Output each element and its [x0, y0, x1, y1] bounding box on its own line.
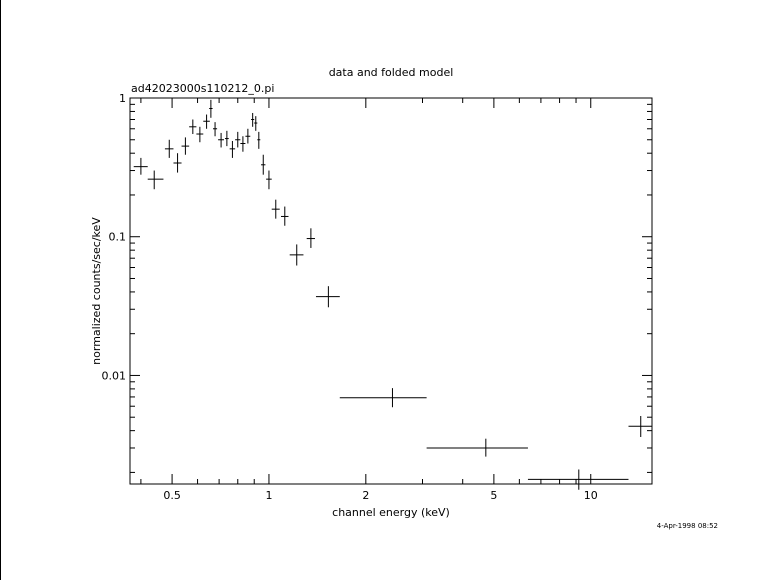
y-axis-label: normalized counts/sec/keV — [90, 217, 103, 365]
data-point — [203, 114, 210, 129]
x-tick-label: 10 — [584, 489, 598, 502]
chart-title: data and folded model — [329, 66, 454, 79]
x-tick-label: 2 — [362, 489, 369, 502]
data-point — [527, 469, 629, 490]
data-point — [212, 122, 218, 137]
data-point — [196, 126, 204, 143]
data-point — [218, 132, 225, 148]
x-tick-label: 0.5 — [163, 489, 181, 502]
data-point — [147, 170, 164, 190]
data-point — [133, 157, 148, 175]
chart-subtitle: ad42023000s110212_0.pi — [131, 82, 274, 95]
data-points — [133, 99, 652, 490]
data-point — [235, 131, 241, 148]
data-point — [245, 128, 251, 144]
data-point — [251, 112, 255, 127]
data-point — [189, 119, 197, 135]
data-point — [261, 154, 266, 175]
data-point — [289, 244, 304, 266]
data-point — [266, 170, 272, 190]
window-left-edge — [0, 0, 1, 580]
tick-labels: 0.5 1 2 5 10 1 0.1 0.01 — [102, 92, 598, 502]
data-point — [339, 388, 427, 408]
y-tick-label: 1 — [119, 92, 126, 105]
data-point — [315, 286, 340, 308]
data-point — [164, 139, 174, 158]
x-axis-label: channel energy (keV) — [332, 506, 450, 519]
data-point — [271, 199, 280, 219]
data-point — [229, 140, 236, 158]
data-point — [628, 416, 652, 437]
data-point — [254, 116, 258, 131]
data-point — [280, 206, 289, 226]
tick-marks — [130, 97, 652, 484]
plot-frame — [129, 97, 653, 485]
y-tick-label: 0.1 — [109, 231, 127, 244]
data-point — [426, 438, 528, 457]
x-tick-label: 1 — [265, 489, 272, 502]
y-tick-label: 0.01 — [102, 369, 127, 382]
data-point — [224, 130, 229, 147]
data-point — [173, 153, 182, 173]
data-point — [181, 137, 190, 155]
data-point — [306, 228, 315, 248]
data-point — [257, 131, 261, 149]
data-point — [240, 136, 246, 152]
data-point — [209, 99, 213, 118]
x-tick-label: 5 — [490, 489, 497, 502]
timestamp: 4-Apr-1998 08:52 — [657, 522, 718, 530]
